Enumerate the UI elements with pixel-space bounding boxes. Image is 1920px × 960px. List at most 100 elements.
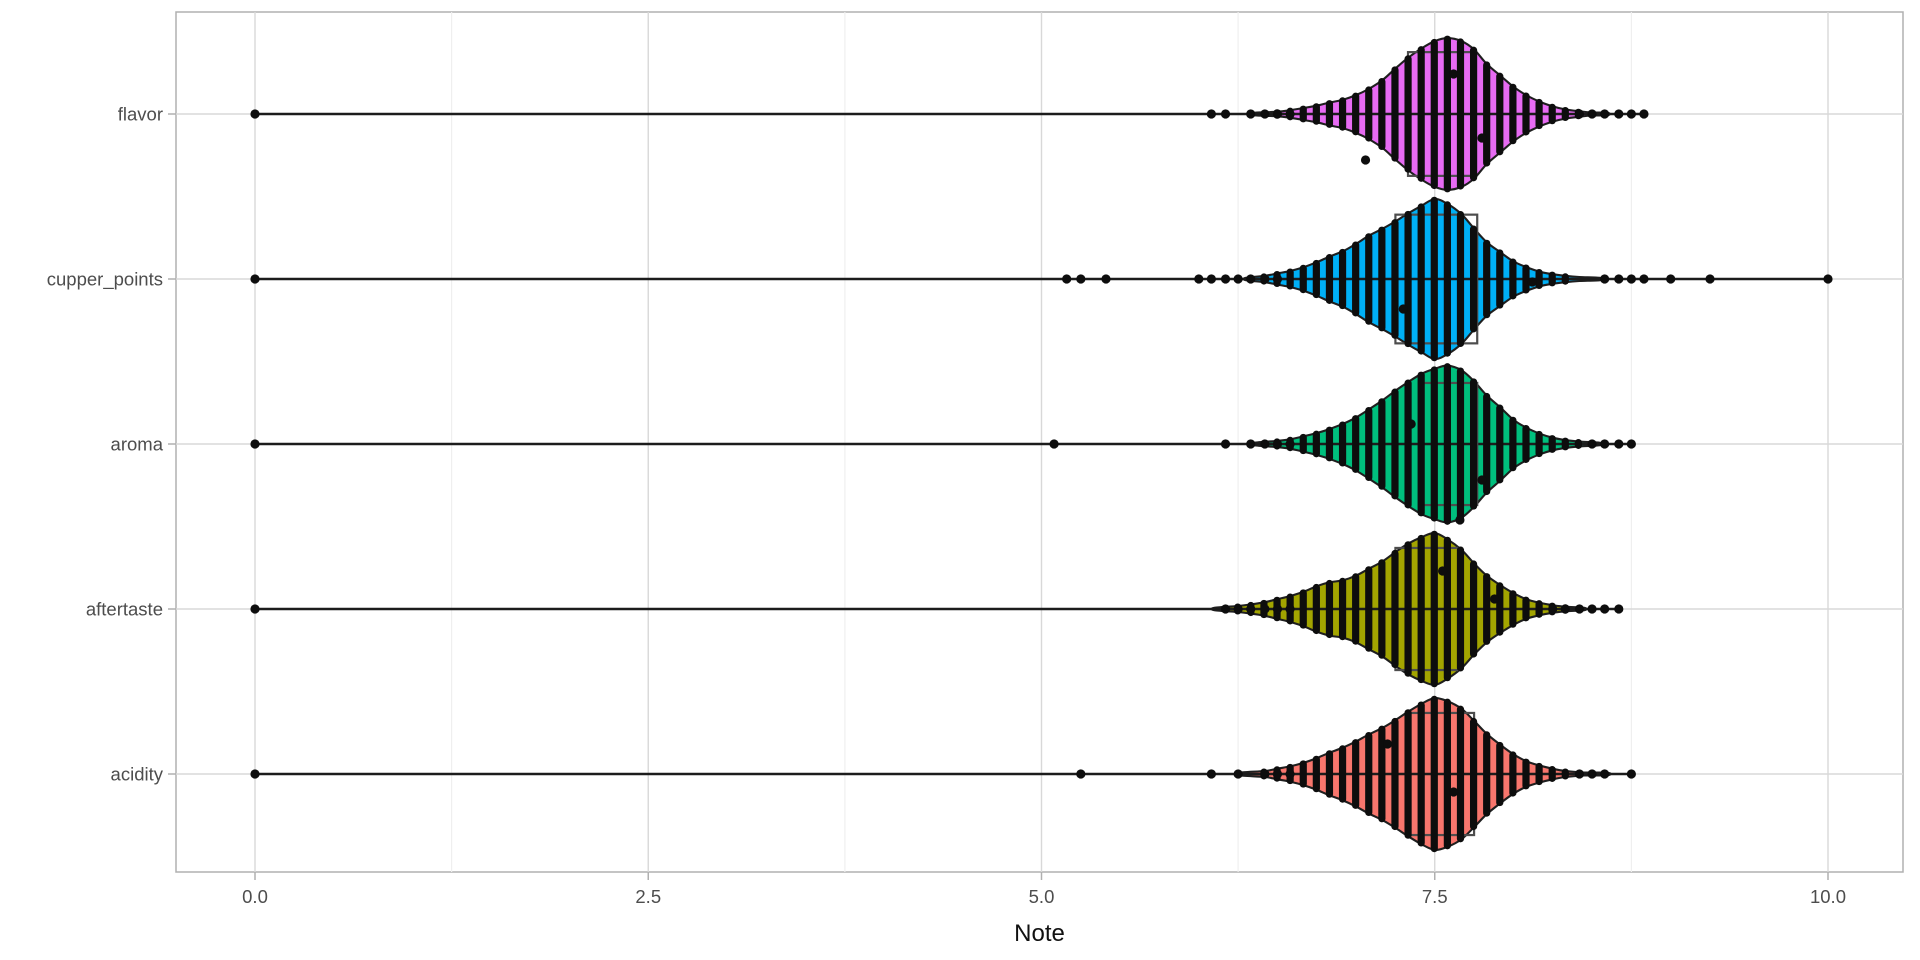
point-stack [1430, 695, 1438, 853]
point-stack [1365, 566, 1373, 652]
point-stack [1522, 596, 1530, 622]
point-stack [1352, 415, 1360, 473]
point-stack [1417, 203, 1425, 355]
data-point [1220, 109, 1231, 119]
point-stack [1561, 106, 1569, 122]
point-stack [1469, 46, 1478, 182]
point-stack [1378, 226, 1386, 332]
data-point [1246, 274, 1256, 284]
data-point [1285, 769, 1295, 779]
point-stack [1509, 590, 1517, 628]
point-stack [1456, 367, 1465, 521]
data-point [1626, 769, 1636, 779]
y-axis-label-flavor: flavor [118, 104, 163, 125]
point-stack [1535, 430, 1543, 458]
data-point-jitter [1477, 133, 1487, 143]
point-stack [1561, 273, 1569, 285]
data-point [1272, 274, 1283, 284]
data-point [1260, 769, 1270, 779]
data-point [1587, 439, 1597, 449]
data-point-jitter [1438, 566, 1448, 576]
data-point [250, 109, 260, 119]
point-stack [1325, 426, 1334, 462]
point-stack [1391, 388, 1399, 500]
data-point [1548, 604, 1558, 614]
point-stack [1430, 38, 1438, 190]
points-flavor [250, 69, 1649, 165]
data-point-jitter [1527, 277, 1537, 287]
violin-row-aroma [250, 363, 1636, 525]
data-point-jitter [1449, 787, 1459, 797]
point-stack [1299, 264, 1307, 294]
data-point [1614, 109, 1624, 119]
data-point [1272, 109, 1283, 119]
point-stack [1365, 233, 1373, 325]
y-axis-label-cupper_points: cupper_points [47, 269, 163, 291]
x-tick-label: 0.0 [242, 886, 268, 907]
point-stack [1312, 259, 1320, 299]
point-stack [1456, 705, 1465, 843]
data-point [1246, 604, 1256, 614]
point-stack [1378, 77, 1386, 151]
data-point [250, 439, 260, 449]
data-point [1600, 769, 1610, 779]
x-axis-title: Note [1014, 920, 1065, 947]
point-stack [1352, 739, 1360, 809]
point-stack [1312, 755, 1320, 793]
data-point [1626, 274, 1636, 284]
data-point [1285, 604, 1295, 614]
point-stack [1483, 61, 1491, 167]
data-point [1626, 109, 1636, 119]
point-stack [1469, 225, 1478, 333]
point-stack [1535, 268, 1543, 290]
point-stack [1352, 573, 1360, 645]
data-point [1076, 769, 1086, 779]
point-stack [1352, 92, 1360, 136]
point-stack [1299, 760, 1307, 788]
point-stack [1325, 750, 1334, 798]
data-point [1246, 439, 1256, 449]
axes: 0.0 2.5 5.0 7.5 10.0 flavor cupper_pointsaroma… [47, 104, 1846, 948]
point-stack [1483, 239, 1491, 319]
point-stack [1404, 709, 1412, 839]
point-stack [1535, 762, 1543, 786]
point-stack [1443, 201, 1451, 357]
point-stack [1299, 589, 1307, 629]
point-stack [1522, 92, 1530, 136]
data-point [1233, 604, 1243, 614]
data-point-jitter [1360, 155, 1371, 165]
points-aftertaste [250, 515, 1624, 614]
point-stack [1391, 66, 1399, 162]
data-point-jitter [1477, 475, 1487, 485]
point-stack [1338, 248, 1347, 310]
point-stack [1299, 433, 1307, 455]
point-stack [1456, 38, 1465, 190]
x-tick-label: 10.0 [1810, 886, 1846, 907]
data-point [1614, 274, 1624, 284]
point-stack [1391, 717, 1399, 831]
y-axis-label-aftertaste: aftertaste [86, 599, 163, 620]
data-point [1260, 604, 1270, 614]
data-point [1049, 439, 1059, 449]
data-point [250, 274, 260, 284]
point-stack [1535, 98, 1543, 130]
data-point [1626, 439, 1636, 449]
data-point [1600, 109, 1610, 119]
point-stack [1496, 72, 1504, 156]
point-stack [1338, 421, 1347, 467]
violin-row-flavor [250, 35, 1649, 193]
data-point [1220, 274, 1231, 284]
point-stack [1312, 430, 1320, 458]
data-point [1639, 109, 1649, 119]
data-point [1587, 769, 1597, 779]
point-stack [1378, 725, 1386, 823]
point-stack [1561, 437, 1569, 451]
point-stack [1483, 731, 1491, 817]
data-point [1600, 274, 1610, 284]
data-point [1639, 274, 1649, 284]
point-stack [1338, 577, 1347, 641]
point-stack [1443, 698, 1451, 850]
point-stack [1456, 546, 1465, 672]
point-stack [1469, 560, 1478, 658]
data-point-jitter [1449, 69, 1459, 79]
